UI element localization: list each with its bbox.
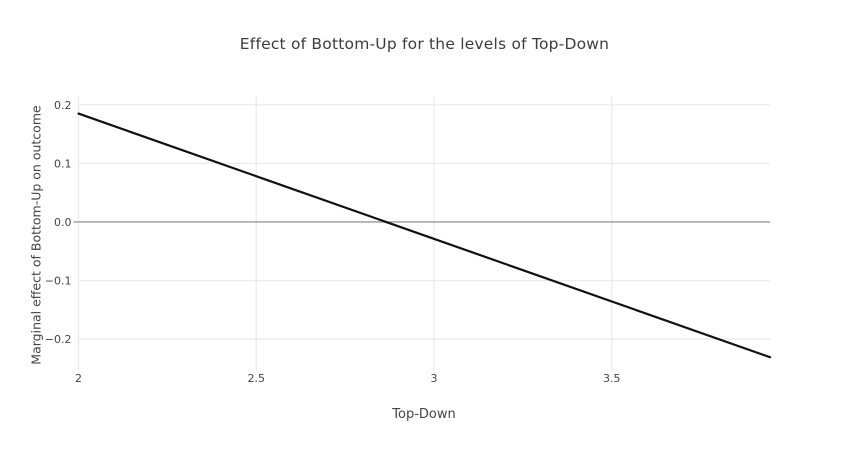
x-tick-label: 2 — [75, 372, 82, 385]
y-tick-label: 0.0 — [54, 216, 72, 229]
marginal-effect-line — [77, 112, 772, 359]
x-tick-label: 2.5 — [248, 372, 266, 385]
y-tick-label: −0.2 — [45, 333, 72, 346]
y-tick-label: 0.1 — [54, 157, 72, 170]
y-tick-label: 0.2 — [54, 99, 72, 112]
x-tick-label: 3.5 — [603, 372, 621, 385]
x-tick-label: 3 — [431, 372, 438, 385]
x-axis-title: Top-Down — [392, 407, 456, 422]
chart-title: Effect of Bottom-Up for the levels of To… — [239, 35, 610, 53]
y-tick-label: −0.1 — [45, 274, 72, 287]
